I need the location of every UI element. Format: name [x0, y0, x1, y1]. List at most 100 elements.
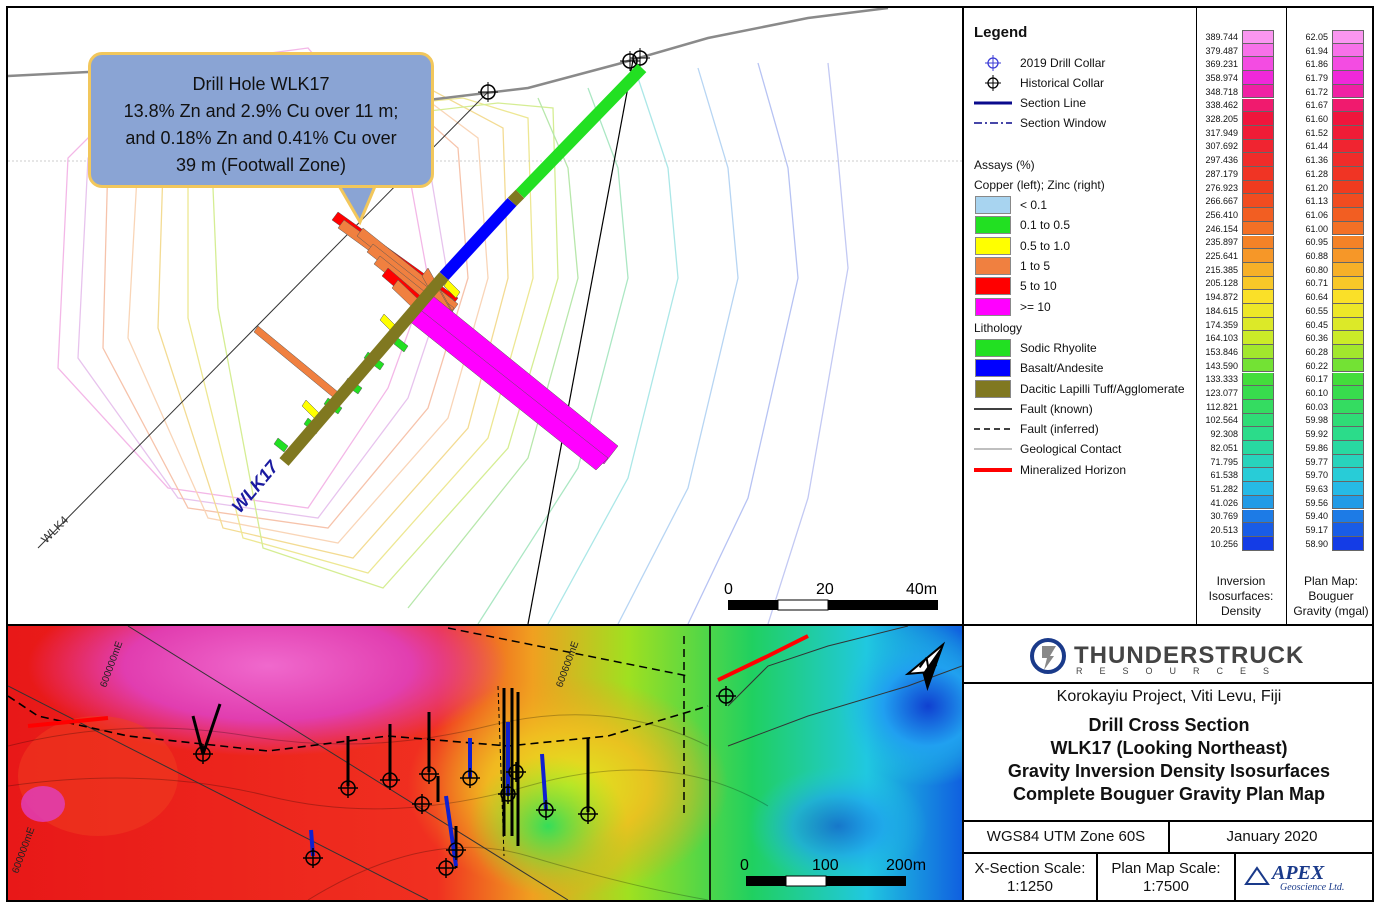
scale-value: 235.897 — [1205, 237, 1238, 248]
callout-box: Drill Hole WLK17 13.8% Zn and 2.9% Cu ov… — [88, 52, 434, 188]
scale-row: 82.051 — [1202, 441, 1274, 455]
plan-scale-bar: 0 100 200m — [740, 857, 926, 887]
scale-swatch — [1242, 208, 1274, 222]
scale-value: 338.462 — [1205, 100, 1238, 111]
datum: WGS84 UTM Zone 60S — [986, 828, 1146, 845]
scale-swatch — [1332, 112, 1364, 126]
scale-row: 235.897 — [1202, 235, 1274, 250]
scale-value: 328.205 — [1205, 114, 1238, 125]
scale-value: 30.769 — [1210, 511, 1238, 522]
scale-swatch — [1332, 30, 1364, 44]
scale-value: 143.590 — [1205, 360, 1238, 371]
scale-swatch — [1332, 454, 1364, 469]
scale-value: 133.333 — [1205, 374, 1238, 385]
geological-contact-icon — [974, 440, 1012, 458]
scale-swatch — [1242, 413, 1274, 428]
legend-title: Legend — [974, 24, 1028, 41]
scale-swatch — [1242, 235, 1274, 250]
scale-value: 287.179 — [1205, 168, 1238, 179]
thunderstruck-logo-icon — [1030, 638, 1066, 674]
scale-value: 60.22 — [1305, 360, 1328, 371]
scale-value: 317.949 — [1205, 127, 1238, 138]
scale-swatch — [1242, 167, 1274, 181]
legend-row-section-window: Section Window — [974, 114, 1106, 132]
lithology-label: Basalt/Andesite — [1020, 361, 1104, 375]
scale-value: 194.872 — [1205, 292, 1238, 303]
scale-swatch — [1242, 290, 1274, 304]
scale-swatch — [1242, 180, 1274, 195]
scale-swatch — [1242, 358, 1274, 373]
wlk17-hole-trace — [279, 63, 647, 466]
scale-swatch — [1242, 153, 1274, 167]
scale-swatch — [1332, 153, 1364, 167]
callout-line-2: 13.8% Zn and 2.9% Cu over 11 m; — [123, 101, 399, 121]
scale-swatch — [1242, 139, 1274, 154]
scale-row: 215.385 — [1202, 262, 1274, 277]
legend-label: Section Line — [1020, 96, 1087, 110]
scale-swatch — [1332, 399, 1364, 414]
scale-row: 60.71 — [1292, 276, 1364, 291]
scale-value: 246.154 — [1205, 223, 1238, 234]
scale-value: 82.051 — [1210, 442, 1238, 453]
scale-value: 60.64 — [1305, 292, 1328, 303]
caption-line: Bouguer — [1308, 589, 1354, 603]
scale-row: 59.40 — [1292, 509, 1364, 524]
scale-swatch — [1242, 84, 1274, 99]
scale-swatch — [1332, 276, 1364, 291]
xsec-scale-value: 1:1250 — [1007, 878, 1053, 895]
scale-value: 10.256 — [1210, 538, 1238, 549]
legend-row-mineralized-horizon: Mineralized Horizon — [974, 461, 1126, 479]
assay-swatch — [975, 216, 1011, 234]
scale-row: 61.06 — [1292, 208, 1364, 222]
scale-swatch — [1332, 345, 1364, 359]
scale-value: 60.80 — [1305, 264, 1328, 275]
scale-swatch — [1332, 139, 1364, 154]
legend-row-fault-inferred: Fault (inferred) — [974, 420, 1099, 438]
scale-value: 225.641 — [1205, 251, 1238, 262]
scale-swatch — [1242, 345, 1274, 359]
scale-value: 61.13 — [1305, 196, 1328, 207]
scale-row: 338.462 — [1202, 98, 1274, 113]
scale-swatch — [1242, 317, 1274, 332]
scale-swatch — [1242, 454, 1274, 469]
scale-row: 60.80 — [1292, 262, 1364, 277]
plan-collars — [193, 686, 736, 878]
gravity-scale-caption: Plan Map: Bouguer Gravity (mgal) — [1288, 574, 1374, 619]
xsec-scale: X-Section Scale: 1:1250 — [964, 860, 1096, 896]
scale-row: 60.55 — [1292, 304, 1364, 318]
scale-swatch — [1332, 125, 1364, 140]
scale-swatch — [1332, 386, 1364, 400]
divider-vertical-legend — [1196, 8, 1197, 624]
plan-map-panel: 600000mE 600600mE 600000mE 0 100 200m — [8, 626, 962, 900]
scale-row: 358.974 — [1202, 71, 1274, 85]
scale-value: 92.308 — [1210, 429, 1238, 440]
tb-divider — [1168, 820, 1170, 852]
project-name: Korokayiu Project, Viti Levu, Fiji — [1056, 688, 1282, 705]
scale-row: 60.88 — [1292, 249, 1364, 263]
scale-swatch — [1332, 84, 1364, 99]
scale-value: 60.03 — [1305, 401, 1328, 412]
scale-row: 61.86 — [1292, 57, 1364, 72]
scale-value: 59.98 — [1305, 415, 1328, 426]
scale-row: 59.56 — [1292, 495, 1364, 510]
assays-subtitle: Copper (left); Zinc (right) — [974, 178, 1105, 192]
scale-value: 102.564 — [1205, 415, 1238, 426]
scale-row: 133.333 — [1202, 372, 1274, 387]
historical-collar-icon — [478, 82, 498, 102]
assay-swatch — [975, 196, 1011, 214]
scale-row: 61.36 — [1292, 153, 1364, 167]
scale-row: 317.949 — [1202, 125, 1274, 140]
scale-row: 369.231 — [1202, 57, 1274, 72]
scale-row: 61.538 — [1202, 468, 1274, 483]
scale-swatch — [1242, 43, 1274, 58]
lithology-label: Sodic Rhyolite — [1020, 341, 1097, 355]
scale-value: 60.45 — [1305, 319, 1328, 330]
lithology-row: Basalt/Andesite — [974, 359, 1103, 377]
plan-scale-label-0: 0 — [740, 857, 749, 874]
scale-value: 276.923 — [1205, 182, 1238, 193]
legend-label: Section Window — [1020, 116, 1107, 130]
title-line: Drill Cross Section — [1088, 715, 1250, 735]
scale-value: 20.513 — [1210, 525, 1238, 536]
scale-value: 112.821 — [1206, 401, 1238, 412]
lithology-swatch — [975, 339, 1011, 357]
